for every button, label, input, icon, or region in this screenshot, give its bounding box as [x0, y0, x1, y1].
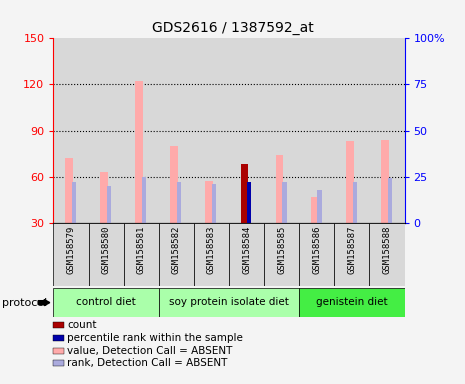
- Bar: [247, 182, 252, 223]
- Text: genistein diet: genistein diet: [316, 297, 388, 308]
- Bar: [88, 223, 124, 286]
- Bar: [65, 158, 73, 223]
- Bar: [124, 223, 159, 286]
- Text: control diet: control diet: [76, 297, 136, 308]
- Bar: [142, 177, 146, 223]
- Bar: [159, 223, 194, 286]
- Bar: [53, 38, 88, 223]
- Bar: [53, 288, 159, 317]
- Text: GSM158583: GSM158583: [207, 226, 216, 274]
- Bar: [194, 38, 229, 223]
- Text: GSM158584: GSM158584: [242, 226, 251, 274]
- Bar: [276, 155, 284, 223]
- Bar: [107, 186, 111, 223]
- Bar: [311, 197, 319, 223]
- Bar: [88, 38, 124, 223]
- Bar: [194, 223, 229, 286]
- Bar: [170, 146, 178, 223]
- Text: GSM158581: GSM158581: [137, 226, 146, 274]
- Bar: [240, 164, 248, 223]
- Text: GSM158580: GSM158580: [102, 226, 111, 274]
- Bar: [159, 288, 299, 317]
- Bar: [53, 223, 88, 286]
- Bar: [369, 38, 405, 223]
- Text: value, Detection Call = ABSENT: value, Detection Call = ABSENT: [67, 346, 233, 356]
- Text: count: count: [67, 320, 97, 330]
- Bar: [369, 223, 405, 286]
- Bar: [299, 288, 405, 317]
- Bar: [334, 38, 369, 223]
- Text: protocol: protocol: [2, 298, 47, 308]
- Bar: [177, 182, 181, 223]
- Bar: [318, 190, 322, 223]
- Text: percentile rank within the sample: percentile rank within the sample: [67, 333, 243, 343]
- Bar: [240, 164, 248, 223]
- Text: GSM158587: GSM158587: [347, 226, 356, 274]
- Bar: [264, 38, 299, 223]
- Text: GSM158586: GSM158586: [312, 226, 321, 274]
- Bar: [229, 38, 264, 223]
- Bar: [72, 182, 76, 223]
- Bar: [212, 184, 216, 223]
- Bar: [299, 38, 334, 223]
- Text: GSM158585: GSM158585: [277, 226, 286, 274]
- Bar: [206, 181, 213, 223]
- Bar: [346, 141, 354, 223]
- Bar: [264, 223, 299, 286]
- Bar: [100, 172, 108, 223]
- Bar: [124, 38, 159, 223]
- Text: GSM158582: GSM158582: [172, 226, 181, 274]
- Text: soy protein isolate diet: soy protein isolate diet: [169, 297, 289, 308]
- Bar: [229, 223, 264, 286]
- Bar: [282, 182, 286, 223]
- Text: GSM158588: GSM158588: [383, 226, 392, 274]
- Bar: [159, 38, 194, 223]
- Bar: [388, 179, 392, 223]
- Bar: [334, 223, 370, 286]
- Bar: [135, 81, 143, 223]
- Bar: [299, 223, 334, 286]
- Bar: [381, 140, 389, 223]
- Text: GSM158579: GSM158579: [66, 226, 75, 274]
- Text: rank, Detection Call = ABSENT: rank, Detection Call = ABSENT: [67, 358, 228, 368]
- Text: GDS2616 / 1387592_at: GDS2616 / 1387592_at: [152, 21, 313, 35]
- Bar: [247, 182, 252, 223]
- Bar: [352, 182, 357, 223]
